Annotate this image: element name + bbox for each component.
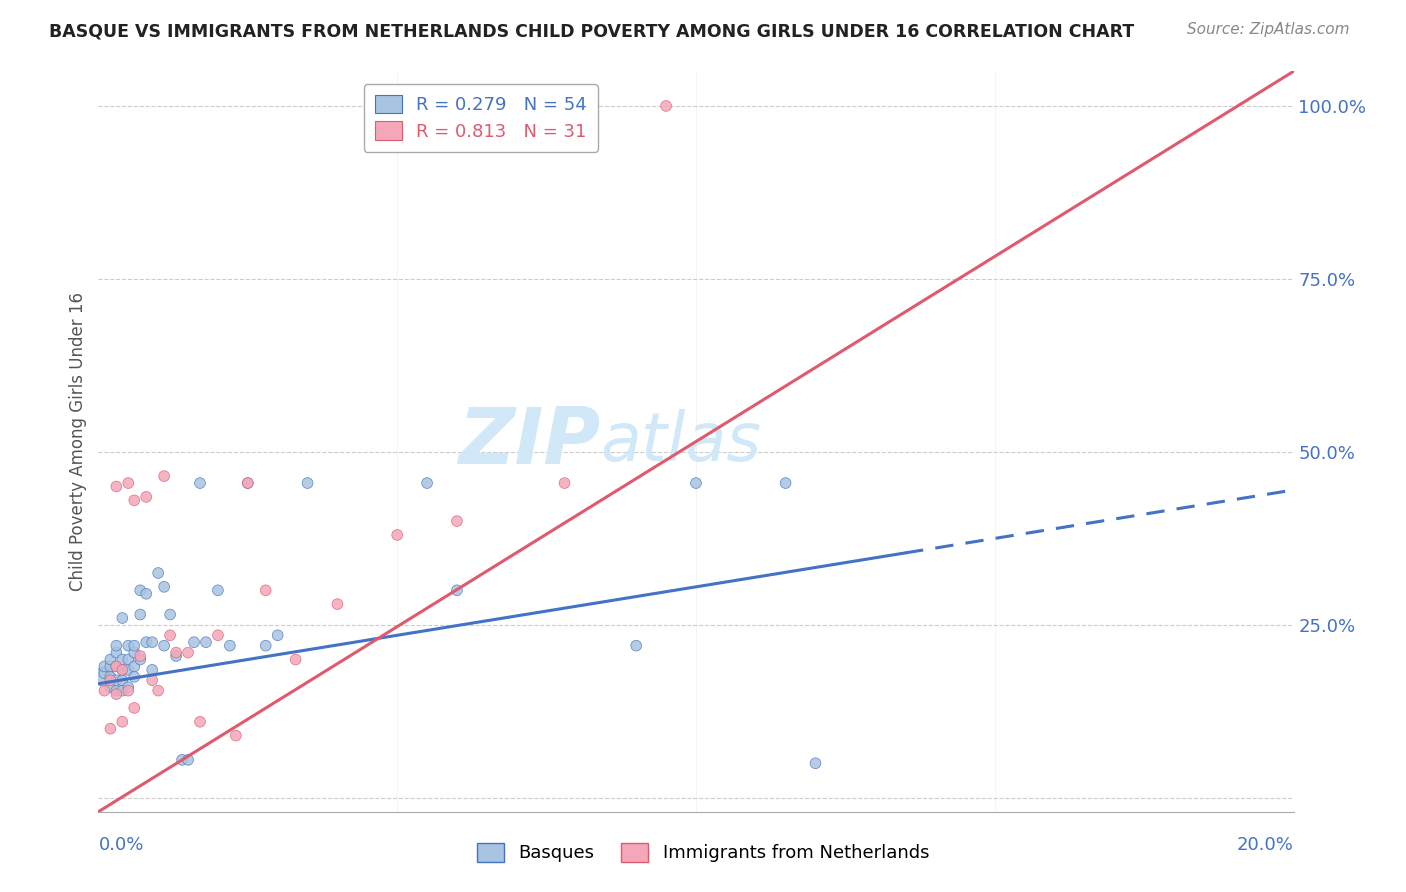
Point: [98, 652, 122, 666]
Point: [105, 673, 128, 688]
Point: [93, 683, 115, 698]
Point: [124, 493, 146, 508]
Point: [225, 729, 247, 743]
Point: [129, 652, 152, 666]
Point: [219, 639, 242, 653]
Point: [177, 646, 200, 660]
Point: [117, 663, 139, 677]
Point: [98, 659, 122, 673]
Point: [153, 469, 176, 483]
Point: [98, 673, 122, 688]
Point: [117, 652, 139, 666]
Point: [188, 714, 211, 729]
Point: [183, 635, 205, 649]
Point: [254, 583, 277, 598]
Point: [117, 683, 139, 698]
Point: [236, 476, 259, 491]
Point: [105, 479, 128, 493]
Point: [135, 587, 157, 601]
Point: [172, 753, 194, 767]
Point: [111, 663, 134, 677]
Point: [685, 476, 707, 491]
Point: [129, 607, 152, 622]
Point: [446, 514, 468, 528]
Point: [554, 476, 576, 491]
Point: [105, 639, 128, 653]
Point: [207, 583, 229, 598]
Point: [195, 635, 218, 649]
Point: [98, 670, 122, 684]
Point: [159, 628, 181, 642]
Point: [141, 663, 163, 677]
Point: [148, 566, 170, 580]
Point: [446, 583, 468, 598]
Point: [105, 683, 128, 698]
Point: [111, 663, 134, 677]
Point: [124, 670, 146, 684]
Point: [124, 646, 146, 660]
Point: [117, 680, 139, 694]
Point: [111, 611, 134, 625]
Point: [105, 646, 128, 660]
Point: [111, 652, 134, 666]
Point: [254, 639, 277, 653]
Point: [207, 628, 229, 642]
Point: [153, 639, 176, 653]
Legend: R = 0.279   N = 54, R = 0.813   N = 31: R = 0.279 N = 54, R = 0.813 N = 31: [364, 84, 598, 152]
Point: [655, 99, 678, 113]
Point: [153, 580, 176, 594]
Point: [135, 635, 157, 649]
Point: [626, 639, 648, 653]
Text: BASQUE VS IMMIGRANTS FROM NETHERLANDS CHILD POVERTY AMONG GIRLS UNDER 16 CORRELA: BASQUE VS IMMIGRANTS FROM NETHERLANDS CH…: [49, 22, 1135, 40]
Point: [105, 687, 128, 701]
Point: [177, 753, 200, 767]
Point: [416, 476, 439, 491]
Legend: Basques, Immigrants from Netherlands: Basques, Immigrants from Netherlands: [470, 836, 936, 870]
Text: 20.0%: 20.0%: [1237, 836, 1294, 854]
Point: [124, 639, 146, 653]
Text: Source: ZipAtlas.com: Source: ZipAtlas.com: [1187, 22, 1350, 37]
Point: [93, 670, 115, 684]
Point: [188, 476, 211, 491]
Point: [129, 583, 152, 598]
Point: [111, 673, 134, 688]
Point: [141, 635, 163, 649]
Point: [105, 659, 128, 673]
Text: ZIP: ZIP: [458, 403, 600, 480]
Point: [775, 476, 797, 491]
Point: [98, 680, 122, 694]
Point: [148, 683, 170, 698]
Point: [326, 597, 349, 611]
Point: [236, 476, 259, 491]
Point: [267, 628, 290, 642]
Point: [111, 714, 134, 729]
Point: [117, 476, 139, 491]
Point: [117, 639, 139, 653]
Point: [111, 683, 134, 698]
Point: [135, 490, 157, 504]
Text: atlas: atlas: [600, 409, 762, 475]
Text: 0.0%: 0.0%: [98, 836, 143, 854]
Point: [165, 646, 187, 660]
Point: [385, 528, 409, 542]
Point: [98, 722, 122, 736]
Point: [159, 607, 181, 622]
Point: [124, 659, 146, 673]
Point: [105, 659, 128, 673]
Point: [93, 666, 115, 681]
Y-axis label: Child Poverty Among Girls Under 16: Child Poverty Among Girls Under 16: [69, 292, 87, 591]
Point: [284, 652, 307, 666]
Point: [129, 648, 152, 663]
Point: [124, 701, 146, 715]
Point: [804, 756, 827, 771]
Point: [165, 648, 187, 663]
Point: [93, 659, 115, 673]
Point: [141, 673, 163, 688]
Point: [297, 476, 319, 491]
